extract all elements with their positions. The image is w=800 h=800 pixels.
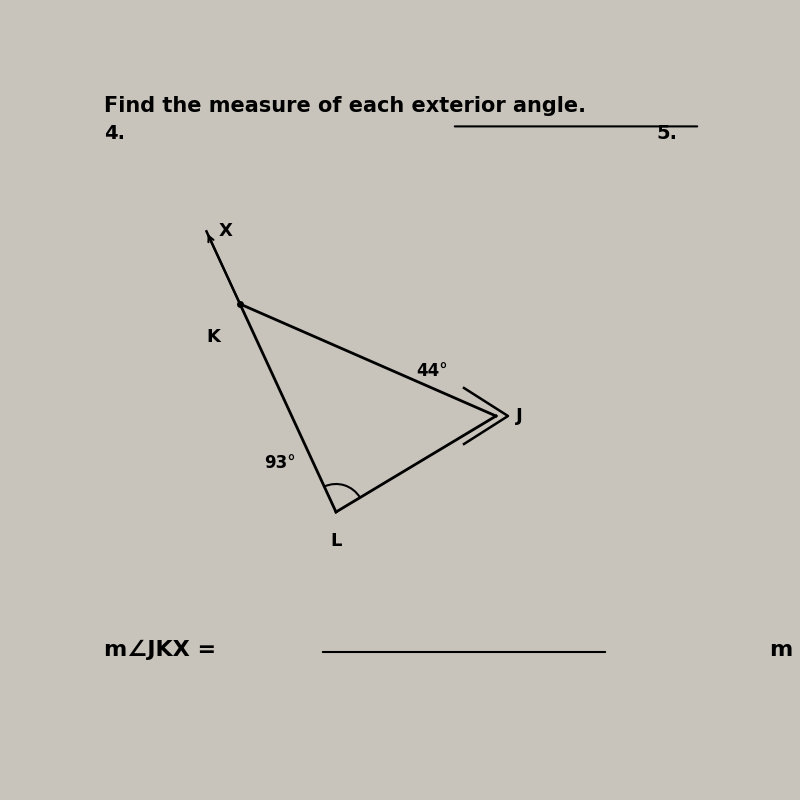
Text: m: m [769, 640, 792, 660]
Text: 5.: 5. [656, 124, 677, 143]
Text: L: L [330, 532, 342, 550]
Text: m∠JKX =: m∠JKX = [104, 640, 216, 660]
Text: K: K [206, 328, 220, 346]
Text: 4.: 4. [104, 124, 125, 143]
Text: 44°: 44° [416, 362, 448, 380]
Text: X: X [218, 222, 232, 240]
Text: Find the measure of each exterior angle.: Find the measure of each exterior angle. [104, 96, 586, 116]
Text: 93°: 93° [264, 454, 296, 472]
Text: J: J [516, 407, 522, 425]
